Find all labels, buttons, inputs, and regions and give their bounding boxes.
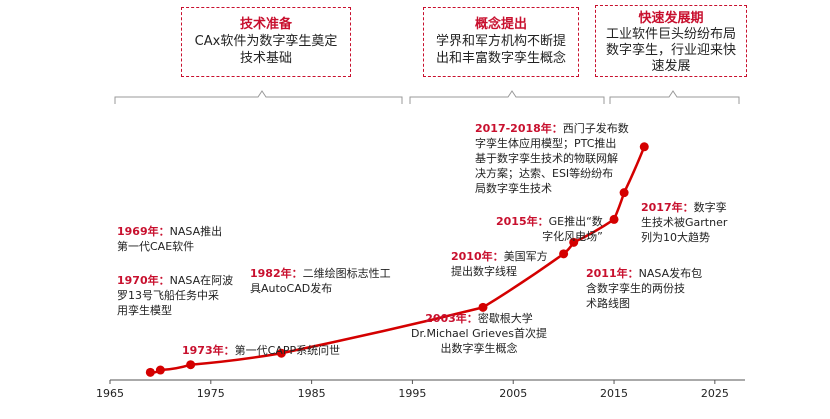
data-point-2002 bbox=[478, 302, 488, 312]
growth-curve bbox=[150, 146, 646, 374]
stage-title: 快速发展期 bbox=[638, 11, 704, 26]
stage-title: 技术准备 bbox=[239, 17, 292, 32]
brace-rapid-growth bbox=[609, 90, 740, 104]
event-1969: 1969年：NASA推出 第一代CAE软件 bbox=[117, 225, 223, 253]
event-1982: 1982年：二维绘图标志性工 具AutoCAD发布 bbox=[250, 267, 391, 295]
data-point-2018 bbox=[639, 142, 649, 152]
data-point-1970 bbox=[155, 365, 165, 375]
x-tick-label: 1995 bbox=[398, 387, 426, 400]
data-point-1969 bbox=[145, 367, 155, 377]
x-tick-label: 1975 bbox=[197, 387, 225, 400]
event-2010: 2010年：美国军方 提出数字线程 bbox=[451, 250, 548, 278]
x-tick-label: 2005 bbox=[499, 387, 527, 400]
x-tick-label: 1965 bbox=[96, 387, 124, 400]
stage-box-rapid-growth: 快速发展期 工业软件巨头纷纷布局 数字孪生，行业迎来快 速发展 bbox=[595, 5, 747, 77]
x-tick-label: 1985 bbox=[298, 387, 326, 400]
event-2015: 2015年：GE推出“数 字化风电场” bbox=[496, 215, 603, 243]
event-2011: 2011年：NASA发布包 含数字孪生的两份技 术路线图 bbox=[586, 267, 703, 310]
stage-desc: CAx软件为数字孪生奠定 技术基础 bbox=[194, 34, 338, 66]
data-point-1982 bbox=[276, 348, 286, 358]
stage-box-concept: 概念提出 学界和军方机构不断提 出和丰富数字孪生概念 bbox=[423, 7, 579, 77]
x-tick-label: 2025 bbox=[701, 387, 729, 400]
data-point-2015 bbox=[609, 214, 619, 224]
stage-title: 概念提出 bbox=[474, 17, 527, 32]
event-1973: 1973年：第一代CAPP系统问世 bbox=[182, 344, 341, 357]
stage-desc: 学界和军方机构不断提 出和丰富数字孪生概念 bbox=[435, 34, 566, 66]
data-point-2010 bbox=[559, 249, 569, 259]
event-1970: 1970年：NASA在阿波 罗13号飞船任务中采 用孪生模型 bbox=[117, 274, 234, 317]
brace-concept bbox=[409, 90, 605, 104]
brace-tech-prep bbox=[114, 90, 403, 104]
event-2003: 2003年：密歇根大学 Dr.Michael Grieves首次提 出数字孪生概… bbox=[411, 312, 547, 355]
stage-box-tech-prep: 技术准备 CAx软件为数字孪生奠定 技术基础 bbox=[181, 7, 351, 77]
stage-desc: 工业软件巨头纷纷布局 数字孪生，行业迎来快 速发展 bbox=[605, 27, 736, 74]
data-point-2016 bbox=[619, 188, 629, 198]
event-2017: 2017年：数字孪 生技术被Gartner 列为10大趋势 bbox=[641, 201, 728, 244]
event-2017-2018: 2017-2018年：西门子发布数 字孪生体应用模型；PTC推出 基于数字孪生技… bbox=[475, 122, 629, 195]
data-point-1973 bbox=[186, 360, 196, 370]
data-point-2011 bbox=[569, 237, 579, 247]
x-tick-label: 2015 bbox=[600, 387, 628, 400]
